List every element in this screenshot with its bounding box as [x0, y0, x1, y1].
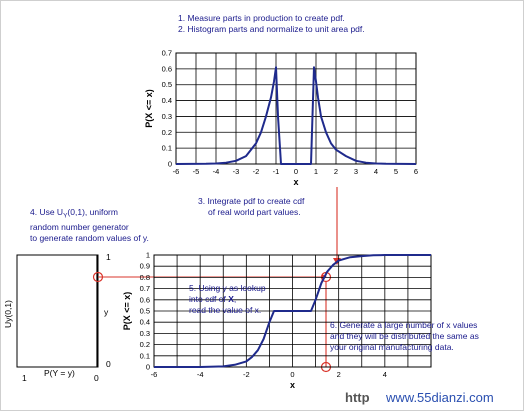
step-4-prefix: 4. Use U	[30, 207, 64, 217]
y-tick-label: 0.2	[140, 340, 150, 349]
step-6-line-1: 6. Generate a large number of x values	[330, 320, 478, 330]
y-tick-label: 0.4	[162, 96, 172, 105]
x-tick-label: -6	[151, 370, 158, 379]
step-5-line-3: read the value of x.	[189, 305, 262, 315]
x-tick-label: 4	[374, 167, 378, 176]
y-tick-label: 0.8	[140, 273, 150, 282]
watermark-right: www.55dianzi.com	[386, 390, 494, 405]
y-tick-label: 0.7	[140, 284, 150, 293]
uniform-xlabel: P(Y = y)	[44, 368, 75, 378]
uniform-x-right: 0	[94, 373, 99, 383]
series-line	[175, 66, 417, 165]
uniform-y-marker: y	[104, 307, 109, 317]
y-tick-label: 0.5	[140, 307, 150, 316]
x-tick-label: -4	[197, 370, 204, 379]
series-line	[154, 254, 431, 368]
y-tick-label: 0.6	[140, 295, 150, 304]
y-tick-label: 0.7	[162, 49, 172, 58]
step-5-line-2-end: ,	[233, 294, 237, 304]
x-tick-label: -1	[273, 167, 280, 176]
y-tick-label: 0.9	[140, 262, 150, 271]
uniform-box	[16, 254, 99, 368]
x-tick-label: 0	[294, 167, 298, 176]
y-axis-label: P(X <= x)	[144, 89, 154, 128]
x-tick-label: 3	[354, 167, 358, 176]
y-tick-label: 0.5	[162, 80, 172, 89]
step-3-line-2: of real world part values.	[208, 207, 301, 217]
step-4-line-1: 4. Use UY(0,1), uniform	[30, 207, 149, 222]
step-5-note: 5. Using y as lookup into cdf of X, read…	[189, 283, 266, 316]
step-4-line-2: random number generator	[30, 221, 129, 232]
step-1-note: 1. Measure parts in production to create…	[178, 13, 365, 35]
step-2-text: 2. Histogram parts and normalize to unit…	[178, 24, 365, 34]
x-tick-label: -5	[193, 167, 200, 176]
step-4-line-3: to generate random values of y.	[30, 232, 149, 243]
y-tick-label: 0.1	[162, 144, 172, 153]
y-tick-label: 1	[146, 251, 150, 260]
x-axis-label: x	[290, 380, 295, 390]
y-tick-label: 0.6	[162, 64, 172, 73]
x-tick-label: -3	[233, 167, 240, 176]
step-3-note: 3. Integrate pdf to create cdf of real w…	[198, 196, 304, 218]
x-tick-label: 1	[314, 167, 318, 176]
y-tick-label: 0	[168, 160, 172, 169]
x-tick-label: 2	[334, 167, 338, 176]
uniform-ylabel: Uy(0,1)	[3, 300, 13, 328]
step-4-suffix: (0,1), uniform	[67, 207, 118, 217]
y-axis-label: P(X <= x)	[122, 292, 132, 331]
step-6-line-3: your original manufacturing data.	[330, 342, 454, 352]
cdf-chart: 0 0.1 0.2 0.3 0.4 0.5 0.6 0.7 0.8 0.9 1 -6 -4 -2 0 2 4 x P…	[122, 251, 432, 390]
y-tick-label: 0.3	[162, 112, 172, 121]
step-5-line-2: into cdf of X,	[189, 294, 266, 305]
uniform-tick-top: 1	[106, 252, 111, 262]
y-tick-label: 0.1	[140, 351, 150, 360]
y-tick-label: 0.3	[140, 329, 150, 338]
step-6-line-2: and they will be distributed the same as	[330, 331, 479, 341]
x-tick-label: 0	[290, 370, 294, 379]
uniform-sample-marker	[92, 271, 104, 283]
x-tick-label: 4	[383, 370, 387, 379]
y-tick-label: 0.4	[140, 318, 150, 327]
step-1-text: 1. Measure parts in production to create…	[178, 13, 345, 23]
x-tick-label: 5	[394, 167, 398, 176]
step-4-note: 4. Use UY(0,1), uniform random number ge…	[30, 207, 149, 244]
step-5-line-2-bold: X	[228, 294, 234, 304]
x-axis-label: x	[293, 177, 298, 187]
x-tick-label: -4	[213, 167, 220, 176]
x-tick-label: -6	[173, 167, 180, 176]
x-tick-label: -2	[243, 370, 250, 379]
watermark-left: http	[345, 390, 370, 405]
plot-frame	[153, 254, 432, 368]
step-5-line-1: 5. Using y as lookup	[189, 283, 266, 293]
step-6-note: 6. Generate a large number of x values a…	[330, 320, 479, 353]
pdf-chart: 0 0.1 0.2 0.3 0.4 0.5 0.6 0.7 -6 -5 -4 -3 -2 -1 0 1 2 3 4 5…	[144, 49, 418, 188]
uniform-x-left: 1	[22, 373, 27, 383]
step-5-line-2-start: into cdf of	[189, 294, 229, 304]
x-tick-label: 2	[337, 370, 341, 379]
x-tick-label: -2	[253, 167, 260, 176]
step-4-subscript: Y	[63, 212, 68, 220]
step-3-line-1: 3. Integrate pdf to create cdf	[198, 196, 305, 206]
x-tick-label: 6	[414, 167, 418, 176]
y-tick-label: 0.2	[162, 128, 172, 137]
uniform-tick-bottom: 0	[106, 359, 111, 369]
y-tick-label: 0	[146, 363, 150, 372]
